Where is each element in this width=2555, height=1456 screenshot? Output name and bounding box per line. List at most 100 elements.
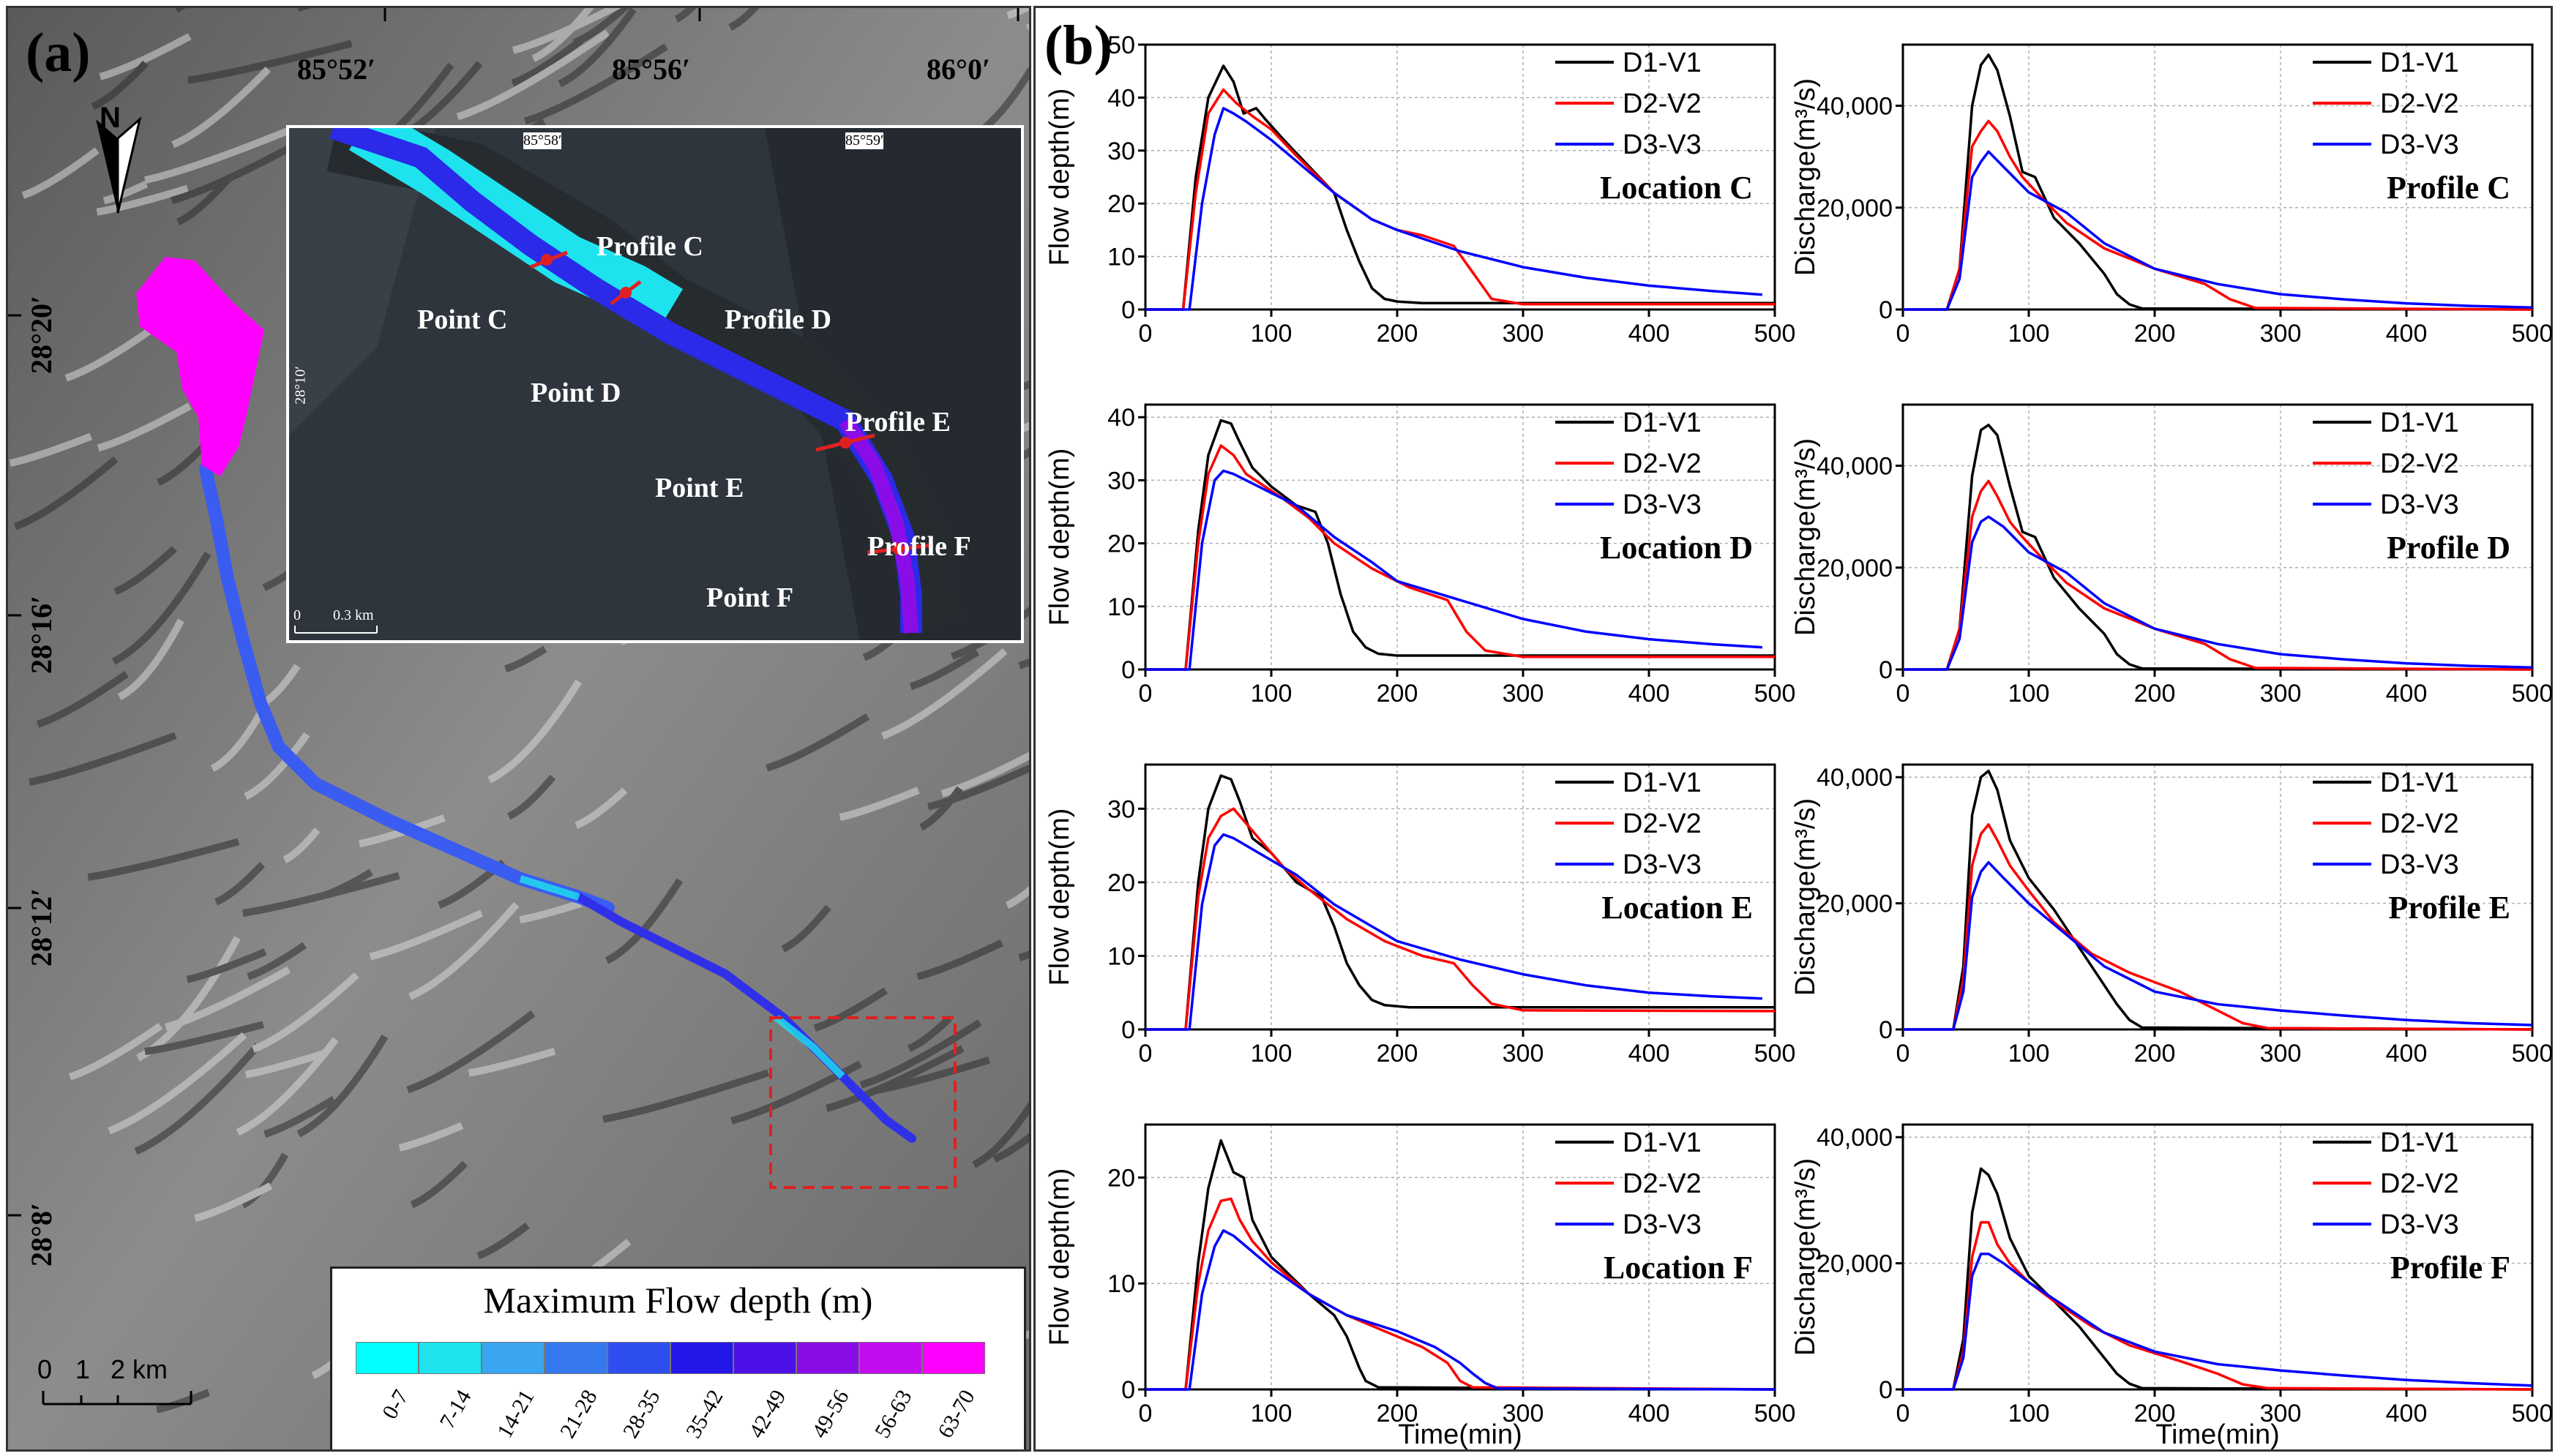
terrain-ridge xyxy=(369,909,484,961)
legend-label-D1-V1: D1-V1 xyxy=(1623,48,1702,78)
terrain-ridge xyxy=(68,1023,163,1081)
series-line-D1-V1 xyxy=(1903,1167,2533,1391)
inset-top-coord-1: 85°58′ xyxy=(523,132,562,149)
legend-label-D3-V3: D3-V3 xyxy=(2380,130,2459,160)
terrain-ridge xyxy=(97,402,192,452)
terrain-ridge xyxy=(244,732,310,800)
terrain-ridge xyxy=(186,948,267,983)
top-coord-2: 85°56′ xyxy=(612,53,691,86)
left-coord-2: 28°16′ xyxy=(25,595,58,674)
terrain-ridge xyxy=(766,713,870,772)
x-tick-label: 400 xyxy=(1628,1040,1670,1067)
x-axis-label: Time(min) xyxy=(2155,1419,2280,1450)
legend-label: 7-14 xyxy=(435,1386,476,1433)
label-point-c: Point C xyxy=(417,304,508,335)
y-axis-label: Discharge(m³/s) xyxy=(1790,438,1821,636)
y-tick-label: 0 xyxy=(1879,1376,1893,1404)
series-line-D3-V3 xyxy=(1903,150,2533,311)
legend-label: 21-28 xyxy=(555,1386,602,1443)
series-line-D3-V3 xyxy=(1145,469,1762,671)
label-point-f: Point F xyxy=(706,582,794,613)
x-tick-label: 300 xyxy=(1503,680,1544,708)
legend-label: 35-42 xyxy=(681,1386,728,1443)
x-tick-label: 0 xyxy=(1139,680,1153,708)
y-tick-label: 30 xyxy=(1107,467,1135,495)
x-tick-label: 100 xyxy=(1251,680,1293,708)
y-tick-label: 0 xyxy=(1121,296,1135,324)
legend-swatch xyxy=(796,1342,859,1374)
terrain-ridge xyxy=(406,1010,536,1094)
x-tick-label: 200 xyxy=(2134,680,2176,708)
flow-depth-legend: Maximum Flow depth (m) 0-7 7-14 14-21 21-28… xyxy=(330,1267,1026,1449)
x-tick-label: 100 xyxy=(1251,1040,1293,1067)
chart-title: Location E xyxy=(1601,890,1753,926)
terrain-ridge xyxy=(236,1037,339,1136)
x-tick-label: 400 xyxy=(2386,1040,2428,1067)
y-tick-label: 0 xyxy=(1121,656,1135,684)
terrain-ridge xyxy=(927,764,1029,811)
y-tick-label: 20,000 xyxy=(1817,555,1893,582)
x-tick-label: 500 xyxy=(1754,680,1796,708)
x-tick-label: 200 xyxy=(1377,1040,1418,1067)
y-tick-label: 0 xyxy=(1879,296,1893,324)
legend-swatch xyxy=(733,1342,796,1374)
terrain-ridge xyxy=(323,868,373,899)
y-tick-label: 20,000 xyxy=(1817,195,1893,222)
terrain-ridge xyxy=(134,1043,261,1155)
legend-swatch xyxy=(922,1342,985,1374)
chart-discharge-D: 0 100 200 300 400 500 0 20,000 40,000Discharge(m… xyxy=(1790,403,2553,708)
chart-title: Profile D xyxy=(2387,530,2510,566)
terrain-ridge xyxy=(531,8,594,62)
terrain-ridge xyxy=(504,645,547,673)
series-line-D3-V3 xyxy=(1145,833,1762,1031)
legend-label-D1-V1: D1-V1 xyxy=(1623,1127,1702,1158)
terrain-ridge xyxy=(972,1101,1029,1168)
terrain-ridge xyxy=(728,8,760,31)
chart-depth-F: 0 100 200 300 400 500 0 10 20 Flow depth(m) Time(m… xyxy=(1044,1123,1795,1450)
terrain-ridge xyxy=(859,1019,982,1089)
scale-label-2: 2 km xyxy=(111,1354,168,1384)
series-line-D2-V2 xyxy=(1145,807,1776,1031)
x-tick-label: 500 xyxy=(2512,1040,2554,1067)
x-tick-label: 100 xyxy=(2008,1040,2050,1067)
terrain-ridge xyxy=(674,8,697,23)
y-tick-label: 0 xyxy=(1879,1016,1893,1044)
legend-swatch xyxy=(859,1342,922,1374)
x-tick-label: 0 xyxy=(1896,1400,1910,1427)
terrain-ridge xyxy=(1006,8,1029,19)
chart-depth-E: 0 100 200 300 400 500 0 10 20 30 Flow depth(m) D1-V… xyxy=(1044,763,1795,1067)
x-tick-label: 500 xyxy=(2512,320,2554,348)
legend-label-D3-V3: D3-V3 xyxy=(1623,849,1702,880)
series-line-D1-V1 xyxy=(1903,53,2533,311)
flow-path-cyan xyxy=(519,875,845,1079)
terrain-ridge xyxy=(781,904,831,953)
series-line-D2-V2 xyxy=(1903,823,2533,1031)
terrain-ridge xyxy=(602,1069,770,1123)
terrain-ridge xyxy=(96,184,189,216)
terrain-ridge xyxy=(14,456,119,530)
series-line-D2-V2 xyxy=(1903,119,2533,311)
legend-label-D3-V3: D3-V3 xyxy=(2380,489,2459,520)
y-tick-label: 40,000 xyxy=(1817,453,1893,481)
terrain-ridge xyxy=(283,828,321,863)
x-tick-label: 500 xyxy=(2512,1400,2554,1427)
x-tick-label: 200 xyxy=(2134,320,2176,348)
x-tick-label: 300 xyxy=(2260,320,2302,348)
chart-depth-D: 0 100 200 300 400 500 0 10 20 30 40 Flow depth(m) D1… xyxy=(1044,403,1795,708)
terrain-ridge xyxy=(144,1021,264,1056)
x-tick-label: 500 xyxy=(1754,1040,1796,1067)
panel-b-label: (b) xyxy=(1044,15,1112,76)
x-tick-label: 300 xyxy=(1503,1400,1544,1427)
terrain-ridge xyxy=(214,861,266,906)
plot-frame xyxy=(1144,1123,1776,1391)
series-line-D3-V3 xyxy=(1145,107,1762,311)
x-tick-label: 400 xyxy=(1628,680,1670,708)
terrain-ridge xyxy=(907,1015,952,1052)
terrain-ridge xyxy=(909,648,980,691)
inset-top-coord-2: 85°59′ xyxy=(845,132,884,149)
legend-swatch xyxy=(419,1342,482,1374)
terrain-ridge xyxy=(359,814,446,848)
chart-depth-C: 0 100 200 300 400 500 0 10 20 30 40 50 Flow depth(m)… xyxy=(1044,31,1795,348)
label-profile-f: Profile F xyxy=(867,531,971,562)
series-line-D3-V3 xyxy=(1903,860,2533,1031)
